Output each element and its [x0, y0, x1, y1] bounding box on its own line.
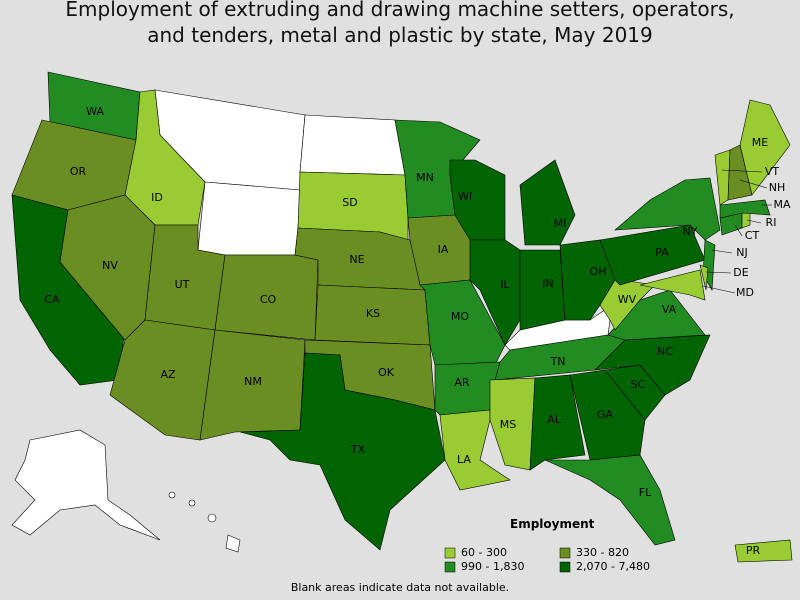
title-line: and tenders, metal and plastic by state,…: [147, 23, 653, 47]
state-label: CT: [745, 229, 760, 242]
leader-line: [702, 285, 736, 294]
state-label: NV: [102, 259, 118, 272]
state-label: AZ: [160, 368, 176, 381]
state-label: LA: [457, 453, 471, 466]
state-no-data: [197, 181, 301, 256]
state-label: AR: [454, 376, 470, 389]
legend-swatch: [444, 561, 456, 573]
state: [214, 254, 319, 341]
state-label: WA: [86, 105, 104, 118]
state-label: GA: [597, 408, 614, 421]
state-label: TX: [350, 443, 366, 456]
legend-label: 60 - 300: [461, 546, 507, 559]
state: [519, 159, 576, 246]
state-label: NJ: [736, 246, 747, 259]
state-label: DE: [733, 266, 748, 279]
state-label: MO: [451, 310, 469, 323]
state-label: ID: [151, 191, 163, 204]
state-label: PA: [655, 246, 669, 259]
legend-swatch: [559, 561, 571, 573]
state-label: MI: [554, 217, 567, 230]
leader-line: [734, 224, 743, 237]
state: [544, 454, 676, 546]
state: [599, 224, 706, 286]
leader-line: [739, 179, 768, 189]
legend-title: Employment: [510, 517, 595, 531]
state-label: NM: [244, 375, 262, 388]
state: [719, 199, 771, 219]
state-no-data: [188, 499, 196, 507]
state-label: IN: [542, 277, 553, 290]
state: [714, 149, 731, 206]
state-label: ME: [752, 136, 768, 149]
state-label: VA: [662, 303, 677, 316]
state-label: NH: [769, 181, 786, 194]
state-label: IL: [500, 278, 510, 291]
state-no-data: [299, 114, 406, 176]
legend-label: 330 - 820: [576, 546, 629, 559]
state: [639, 269, 706, 301]
state-label: NC: [657, 345, 673, 358]
state-label: CA: [44, 293, 60, 306]
state: [699, 264, 709, 291]
state-label: RI: [766, 216, 777, 229]
state-label: IA: [438, 243, 449, 256]
leader-line: [705, 271, 732, 274]
state-label: CO: [260, 293, 277, 306]
legend: Employment 60 - 300 330 - 820 990 - 1,830 2…: [444, 517, 650, 573]
state-no-data: [225, 534, 241, 553]
states: [11, 71, 793, 563]
state-label: MD: [736, 286, 754, 299]
state-label: WI: [458, 190, 472, 203]
state-label: PR: [746, 544, 761, 557]
state-label: UT: [175, 278, 190, 291]
title-line: Employment of extruding and drawing mach…: [65, 0, 734, 21]
state-label: WV: [618, 293, 637, 306]
legend-label: 990 - 1,830: [461, 560, 524, 573]
state-label: MS: [500, 418, 516, 431]
state-labels: WA OR CA ID NV UT AZ CO NM SD NE KS OK TX MN IA MO AR LA WI…: [44, 105, 791, 557]
state-label: TN: [550, 355, 566, 368]
state-label: OR: [70, 165, 87, 178]
state-label: SD: [342, 196, 357, 209]
state-no-data: [168, 491, 176, 499]
legend-label: 2,070 - 7,480: [576, 560, 650, 573]
state-no-data: [207, 513, 217, 523]
state-label: AL: [547, 413, 562, 426]
state: [519, 249, 566, 331]
state-label: NY: [683, 225, 698, 238]
state-label: MA: [773, 198, 790, 211]
state: [529, 374, 586, 471]
state-label: KS: [366, 307, 380, 320]
footnote: Blank areas indicate data not available.: [291, 581, 509, 594]
state-label: MN: [416, 171, 434, 184]
state-label: OK: [378, 366, 395, 379]
state: [614, 177, 721, 241]
leader-line: [721, 169, 763, 173]
state: [469, 239, 521, 346]
state: [734, 539, 793, 563]
legend-swatch: [444, 547, 456, 559]
state-label: SC: [631, 378, 646, 391]
leader-line: [746, 219, 762, 224]
state-label: NE: [349, 253, 364, 266]
state-label: OH: [590, 265, 607, 278]
legend-swatch: [559, 547, 571, 559]
state: [489, 377, 536, 471]
leader-line: [711, 249, 733, 254]
state-label: FL: [639, 486, 652, 499]
blank-states: [11, 89, 613, 553]
state: [569, 369, 646, 461]
state-label: VT: [765, 165, 780, 178]
state-no-data: [11, 429, 161, 541]
state: [239, 352, 446, 551]
